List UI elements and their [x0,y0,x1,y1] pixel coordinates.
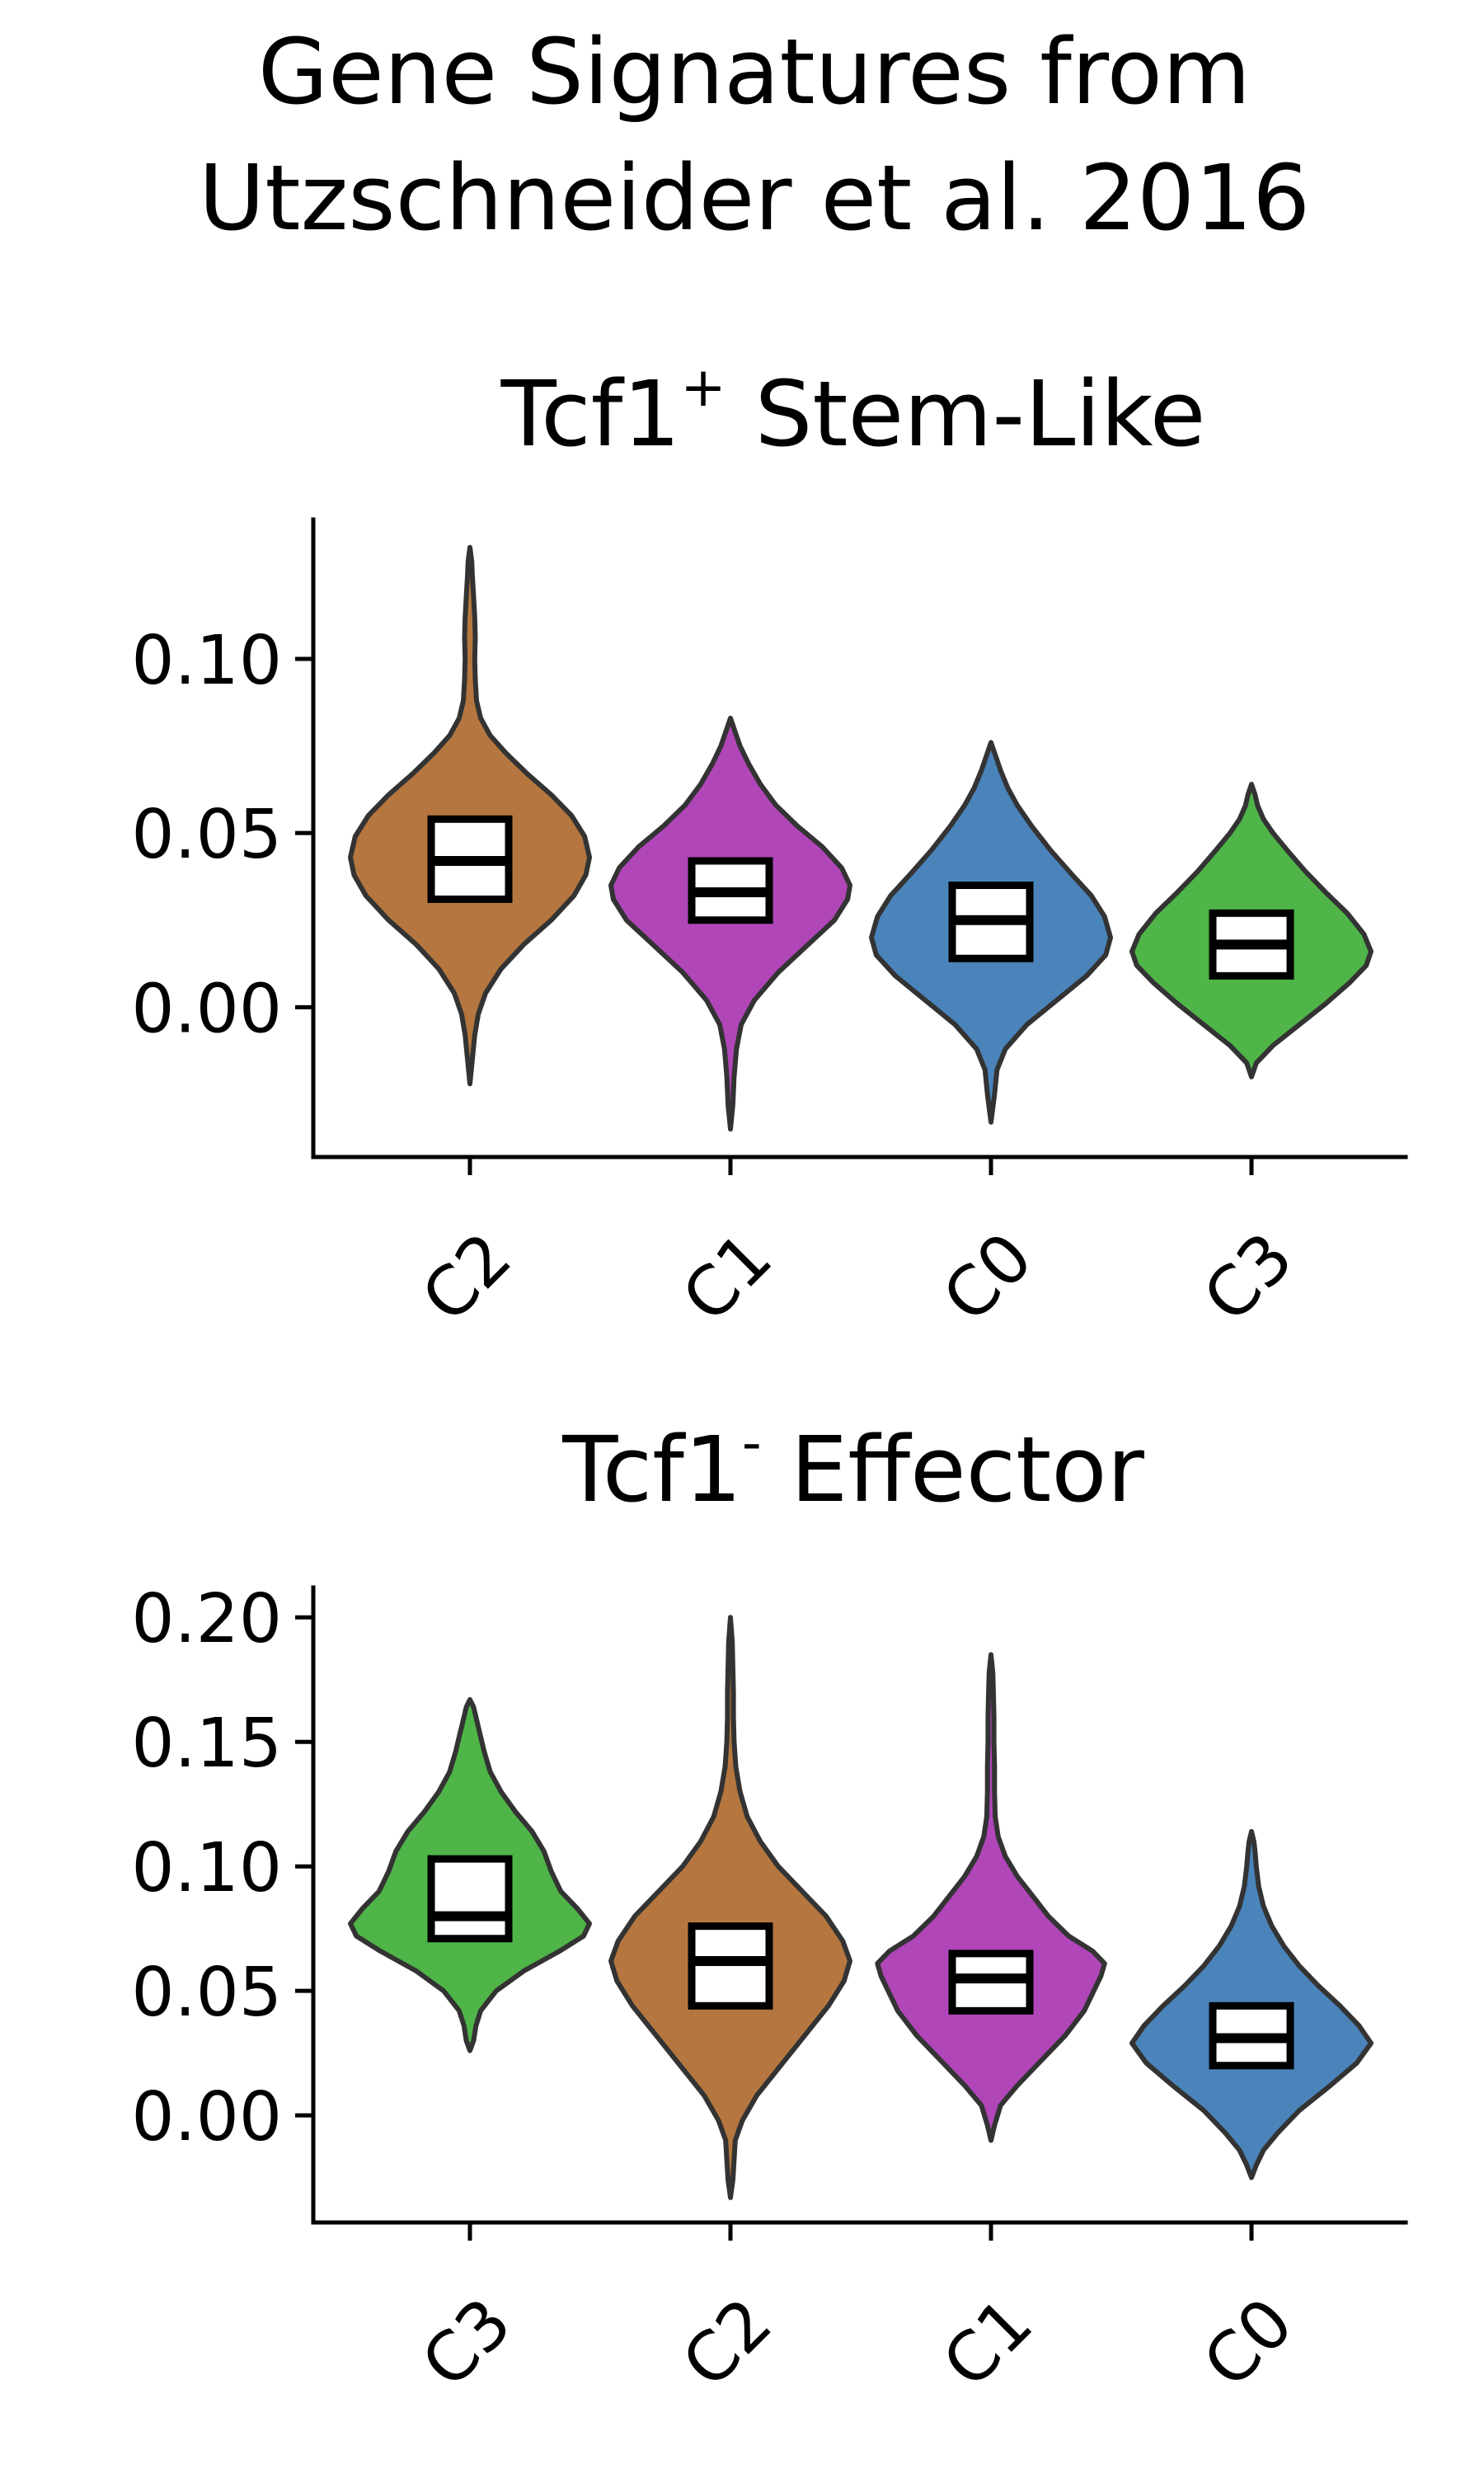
y-tick-label: 0.00 [131,970,282,1048]
effector-plot-area: 0.00 0.05 0.10 0.15 0.20 C3 C2 C1 C0 [131,1580,1408,2403]
stem-like-panel-title: Tcf1+ Stem-Like [500,355,1206,467]
stem-like-panel: Tcf1+ Stem-Like 0.00 0.05 0.10 C2 C1 C0 C3 [131,355,1408,1338]
y-tick-label: 0.10 [131,622,282,700]
iqr-box-c3 [427,1855,513,1943]
x-tick-label: C3 [1189,1218,1308,1338]
effector-panel-title: Tcf1- Effector [561,1411,1144,1522]
y-tick-label: 0.00 [131,2078,282,2157]
violin-c1 [875,1652,1107,2143]
y-tick-label: 0.20 [131,1580,282,1658]
stem-like-plot-area: 0.00 0.05 0.10 C2 C1 C0 C3 [131,517,1408,1338]
x-tick-label: C1 [928,2284,1048,2403]
x-tick-label: C2 [668,2284,787,2403]
x-tick-label: C1 [668,1218,787,1338]
y-tick-label: 0.05 [131,1954,282,2032]
effector-panel: Tcf1- Effector 0.00 0.05 0.10 0.15 0.20 C3 C2 C… [131,1411,1408,2403]
y-tick-label: 0.10 [131,1829,282,1907]
violin-c2 [608,1615,852,2200]
figure-title-line-1: Gene Signatures from [258,19,1251,125]
x-tick-label: C3 [407,2284,527,2403]
y-tick-label: 0.15 [131,1705,282,1783]
y-tick-label: 0.05 [131,796,282,874]
iqr-box-c2 [688,1922,773,2010]
x-tick-label: C0 [928,1218,1048,1338]
x-tick-label: C2 [407,1218,527,1338]
figure-title-line-2: Utzschneider et al. 2016 [199,145,1310,251]
x-tick-label: C0 [1189,2284,1308,2403]
